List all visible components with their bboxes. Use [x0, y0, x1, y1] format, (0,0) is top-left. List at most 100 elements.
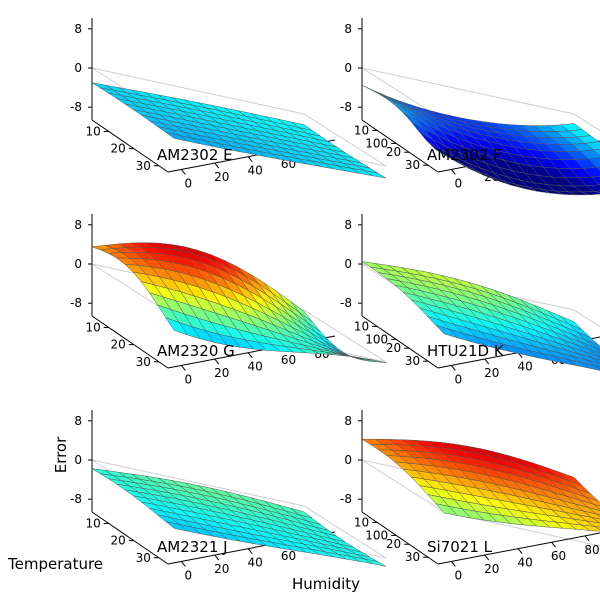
surface-mesh	[91, 468, 387, 567]
surface-facet	[581, 362, 600, 371]
surface-facet	[596, 166, 600, 172]
temperature-tick-label: 30	[136, 159, 151, 173]
temperature-tick-label: 20	[386, 145, 401, 159]
humidity-tick-label: 40	[518, 556, 533, 570]
temperature-tick-label: 10	[85, 516, 100, 530]
surface-facet	[594, 190, 600, 194]
surface-facet	[586, 520, 600, 528]
humidity-tick-label: 0	[455, 372, 463, 386]
surface-facet	[583, 351, 600, 361]
humidity-tick	[484, 358, 490, 365]
chart-panel: 80-8101002030020406080AM2302 F	[340, 18, 600, 196]
temperature-tick-label: 30	[136, 551, 151, 565]
temperature-tick-label: 20	[111, 534, 126, 548]
surface-facet	[580, 149, 600, 160]
surface-facet	[596, 355, 600, 359]
error-tick-label: 8	[74, 218, 82, 232]
error-tick-label: 8	[344, 414, 352, 428]
humidity-tick-label: 40	[518, 360, 533, 374]
surface-facet	[591, 357, 600, 364]
humidity-tick	[247, 548, 253, 554]
surface-mesh	[361, 261, 600, 371]
error-tick-label: -8	[340, 492, 352, 506]
error-tick-label: 0	[74, 453, 82, 467]
surface-facet	[591, 176, 600, 186]
error-tick-label: 0	[344, 257, 352, 271]
humidity-tick	[584, 535, 590, 542]
humidity-axis-title: Humidity	[292, 575, 360, 593]
surface-facet	[591, 517, 600, 524]
surface-facet	[586, 184, 600, 192]
surface-facet	[581, 524, 600, 532]
temperature-axis	[91, 315, 169, 369]
error-tick-label: -8	[70, 296, 82, 310]
temperature-tick-label: 30	[405, 550, 420, 564]
temperature-tick-label: 30	[405, 354, 420, 368]
humidity-tick	[247, 156, 253, 162]
temperature-axis	[91, 511, 169, 565]
surface-facet	[585, 141, 600, 151]
error-tick-label: 8	[344, 22, 352, 36]
temperature-tick-label: 100	[365, 332, 388, 346]
humidity-tick	[180, 365, 186, 371]
error-tick-label: -8	[340, 100, 352, 114]
temperature-tick-label: 30	[136, 355, 151, 369]
humidity-tick	[450, 169, 456, 175]
sensor-label: AM2320 G	[157, 342, 235, 360]
surface-facet	[588, 507, 600, 516]
surface-facet	[594, 526, 600, 530]
humidity-tick-label: 60	[281, 549, 296, 563]
error-tick-label: 0	[344, 61, 352, 75]
zero-plane	[361, 67, 600, 155]
humidity-tick	[180, 561, 186, 567]
humidity-tick	[214, 358, 220, 365]
surface-mesh	[91, 242, 387, 363]
surface-facet	[580, 500, 600, 511]
temperature-tick-label: 20	[386, 537, 401, 551]
humidity-tick-label: 20	[214, 170, 229, 184]
surface-facet	[583, 167, 600, 178]
temperature-tick-label: 20	[111, 338, 126, 352]
temperature-axis	[361, 119, 439, 173]
surface-facet	[364, 558, 387, 567]
humidity-tick-label: 0	[455, 568, 463, 582]
humidity-tick	[180, 169, 186, 175]
temperature-tick-label: 10	[354, 515, 369, 529]
humidity-tick-label: 20	[214, 562, 229, 576]
humidity-tick	[214, 554, 220, 561]
humidity-tick-label: 60	[551, 549, 566, 563]
temperature-axis	[361, 315, 439, 369]
temperature-tick-label: 100	[365, 136, 388, 150]
temperature-tick-label: 10	[85, 124, 100, 138]
surface-facet	[581, 191, 600, 196]
error-tick-label: 8	[74, 22, 82, 36]
surface-facet	[585, 339, 600, 350]
surface-facet	[593, 504, 600, 510]
humidity-tick	[450, 365, 456, 371]
temperature-tick-label: 20	[386, 341, 401, 355]
error-tick-label: 8	[74, 414, 82, 428]
surface-facet	[586, 359, 600, 368]
humidity-tick-label: 40	[248, 360, 263, 374]
humidity-tick-label: 0	[185, 568, 193, 582]
chart-panel: 80-8102030020406080AM2320 G	[70, 214, 387, 386]
surface-facet	[364, 170, 387, 179]
sensor-label: AM2302 E	[157, 146, 233, 164]
humidity-tick	[247, 352, 253, 358]
humidity-tick-label: 20	[484, 562, 499, 576]
surface-facet	[588, 348, 600, 357]
temperature-tick-label: 20	[111, 142, 126, 156]
humidity-tick-label: 20	[214, 366, 229, 380]
surface-facet	[596, 513, 600, 517]
humidity-axis	[437, 532, 600, 565]
humidity-tick-label: 40	[248, 556, 263, 570]
humidity-tick-label: 80	[584, 543, 599, 557]
temperature-tick-label: 30	[405, 158, 420, 172]
error-tick-label: -8	[340, 296, 352, 310]
humidity-tick-label: 40	[248, 164, 263, 178]
surface-facet	[585, 496, 600, 507]
error-tick-label: -8	[70, 100, 82, 114]
surface-facet	[583, 510, 600, 520]
error-tick-label: 8	[344, 218, 352, 232]
humidity-tick-label: 0	[185, 372, 193, 386]
